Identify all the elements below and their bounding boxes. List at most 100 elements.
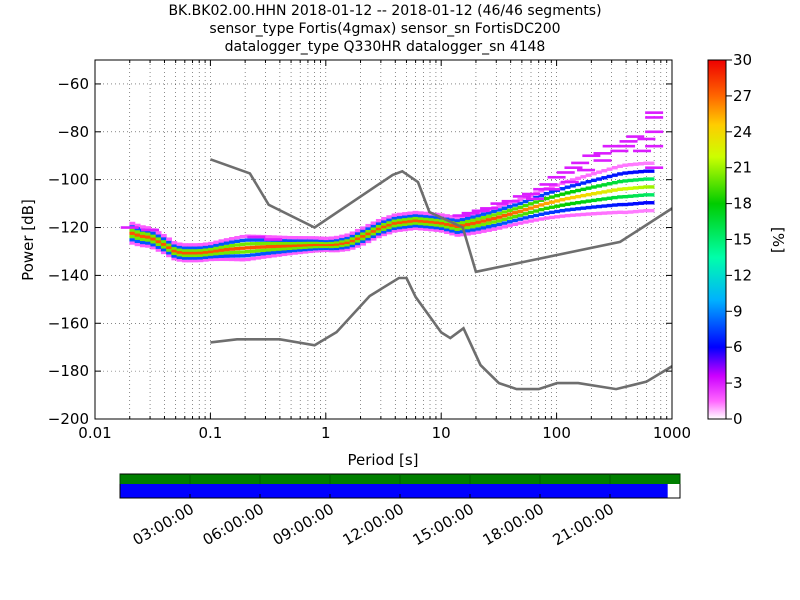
psd-cell [643,193,650,197]
psd-cell [208,257,214,262]
x-tick-label: 10 [432,424,451,442]
psd-outlier-cell [645,116,664,119]
psd-cell [381,224,387,229]
psd-cell [202,258,209,262]
psd-cell [239,238,246,243]
psd-cell [585,173,592,177]
psd-cell [291,241,298,245]
psd-cell [234,257,241,262]
psd-cell [370,224,377,228]
psd-cell [564,191,571,195]
x-tick-label: 1 [321,424,331,442]
psd-cell [318,240,325,245]
time-tick-label: 09:00:00 [270,500,337,549]
psd-cell [375,218,382,223]
psd-cell [328,236,335,240]
psd-cell [365,223,372,228]
psd-cell [265,244,272,249]
psd-outlier-cell [480,207,499,210]
psd-cell [202,242,209,246]
psd-cell [580,193,587,198]
psd-cell [522,208,529,212]
psd-cell [276,250,283,254]
psd-cell [428,222,435,227]
psd-cell [575,200,582,205]
psd-cell [506,216,513,220]
colorbar-tick-label: 0 [733,410,743,428]
psd-outlier-cell [471,209,490,213]
psd-cell [139,231,146,235]
colorbar-tick-label: 21 [733,159,752,177]
y-tick-label: −80 [57,123,89,141]
psd-outlier-cell [619,140,638,143]
psd-cell [181,248,188,252]
psd-cell [533,204,540,209]
psd-cell [423,227,429,231]
psd-cell [276,247,283,251]
psd-cell [208,249,214,254]
psd-cell [538,198,545,202]
psd-cell [465,222,471,227]
psd-cell [512,207,519,211]
psd-cell [134,239,141,244]
psd-cell [470,221,477,226]
psd-cell [465,232,471,236]
psd-cell [218,248,225,252]
y-tick-label: −120 [48,219,89,237]
psd-cell [611,203,618,207]
psd-cell [349,241,356,245]
psd-cell [160,242,167,246]
psd-cell [260,238,267,242]
nlnm-curve [210,276,672,391]
colorbar-tick-label: 18 [733,195,752,213]
psd-cell [160,250,167,255]
psd-cell [213,243,220,247]
psd-cell [145,232,152,236]
psd-cell [606,182,613,186]
psd-cell [171,246,178,250]
psd-cell [564,208,571,212]
psd-cell [312,244,319,249]
psd-cell [501,221,508,225]
psd-cell [297,236,304,240]
psd-cell [622,163,629,167]
psd-cell [365,239,372,244]
psd-cell [145,235,152,239]
psd-cell [632,178,639,182]
psd-cell [323,240,330,245]
psd-cell [260,248,267,253]
psd-cell [381,232,387,237]
psd-cell [281,247,288,251]
psd-outlier-cell [542,187,561,191]
psd-cell [255,252,262,257]
psd-cell [643,169,650,173]
psd-cell [444,230,450,235]
psd-outlier-cell [264,238,283,241]
psd-cell [202,252,209,257]
psd-cell [606,196,613,200]
psd-cell [255,249,262,253]
psd-outlier-cell [247,235,266,239]
psd-cell [522,199,529,204]
psd-cell [349,233,356,238]
psd-cell [155,242,162,247]
psd-cell [181,251,188,255]
psd-cell [480,215,487,220]
psd-cell [438,223,445,228]
psd-cell [202,247,209,252]
psd-cell [596,191,602,195]
psd-cell [302,247,309,252]
psd-cell [349,243,356,248]
psd-cell [260,252,267,256]
psd-cell [171,243,178,248]
psd-cell [423,211,429,216]
psd-cell [396,212,403,217]
psd-cell [496,204,503,208]
time-tick-label: 12:00:00 [340,500,407,549]
psd-cell [381,219,387,224]
psd-cell [181,245,188,250]
y-tick-label: −160 [48,314,89,332]
psd-cell [307,245,314,249]
psd-cell [648,208,655,213]
